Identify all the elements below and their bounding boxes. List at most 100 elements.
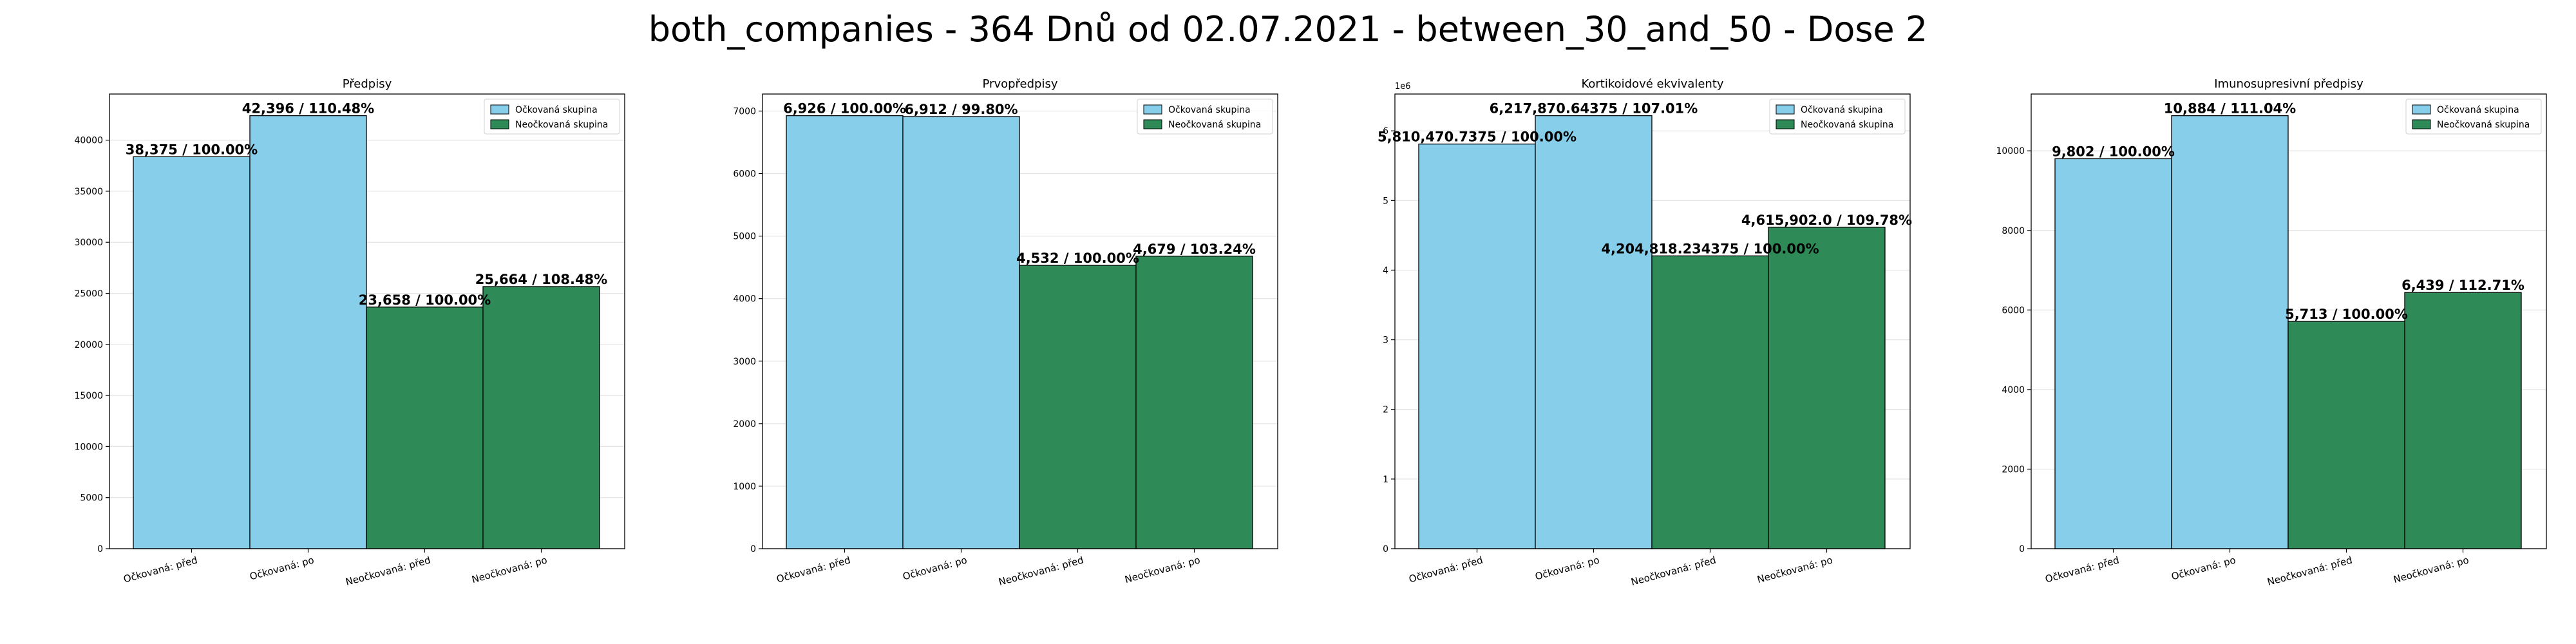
bar-1 <box>2054 158 2172 549</box>
legend-swatch-unvaccinated <box>2412 119 2431 129</box>
y-tick-label: 0 <box>1383 544 1388 554</box>
legend-box <box>2405 99 2542 135</box>
legend-label: Očkovaná skupina <box>1168 105 1251 115</box>
y-tick-label: 3000 <box>733 357 756 367</box>
y-tick-label: 15000 <box>74 391 103 401</box>
y-tick-label: 10000 <box>1996 146 2025 156</box>
axes-frame <box>109 93 625 549</box>
chart-imunosupresivni-predpisy: 0 2000 4000 6000 8000 10000 Očkovaná: před Očko… <box>1996 77 2547 588</box>
data-label: 42,396 / 110.48% <box>242 101 374 117</box>
y-tick-label: 25000 <box>74 289 103 299</box>
data-label: 6,217,870.64375 / 107.01% <box>1490 101 1698 117</box>
legend-box <box>1137 99 1273 135</box>
bar-2 <box>902 116 1020 549</box>
chart-title: Imunosupresivní předpisy <box>2214 77 2363 91</box>
data-label: 6,912 / 99.80% <box>904 102 1018 117</box>
data-label: 10,884 / 111.04% <box>2164 101 2296 117</box>
bar-2 <box>1535 115 1653 549</box>
y-tick-label: 6000 <box>733 169 756 180</box>
legend: Očkovaná skupina Neočkovaná skupina <box>1769 99 1906 135</box>
x-tick-label: Neočkovaná: před <box>998 554 1085 588</box>
y-tick-label: 10000 <box>74 442 103 452</box>
data-label: 5,713 / 100.00% <box>2285 307 2408 322</box>
bar-3 <box>366 307 484 549</box>
x-tick-label: Očkovaná: po <box>902 554 969 582</box>
axes-frame <box>2031 93 2547 549</box>
y-tick-label: 5 <box>1383 196 1388 206</box>
legend-label: Neočkovaná skupina <box>1801 120 1893 130</box>
y-tick-label: 2 <box>1383 405 1388 415</box>
y-tick-label: 35000 <box>74 187 103 197</box>
bar-4 <box>1135 256 1253 549</box>
chart-prvopredpisy: 0 1000 2000 3000 4000 5000 6000 7000 Očkovaná: p… <box>733 77 1278 588</box>
data-label: 6,439 / 112.71% <box>2401 278 2524 293</box>
data-label: 23,658 / 100.00% <box>359 292 491 308</box>
x-tick-label: Očkovaná: před <box>2044 554 2121 585</box>
legend-swatch-unvaccinated <box>490 119 509 129</box>
bar-2 <box>2171 115 2289 549</box>
x-tick-label: Neočkovaná: po <box>470 554 548 585</box>
x-tick-label: Neočkovaná: po <box>2392 554 2470 585</box>
data-label: 4,204,818.234375 / 100.00% <box>1601 241 1819 256</box>
x-tick-label: Očkovaná: před <box>122 554 199 585</box>
x-tick-label: Neočkovaná: před <box>2266 554 2354 588</box>
bar-4 <box>2404 292 2522 549</box>
legend-label: Neočkovaná skupina <box>2437 120 2530 130</box>
bar-1 <box>786 115 904 549</box>
legend-swatch-vaccinated <box>1776 104 1795 115</box>
data-label: 4,679 / 103.24% <box>1133 242 1256 257</box>
x-tick-label: Neočkovaná: před <box>1630 554 1718 588</box>
legend-label: Očkovaná skupina <box>1801 105 1883 115</box>
y-tick-label: 8000 <box>2002 226 2025 236</box>
y-tick-label: 7000 <box>733 106 756 117</box>
legend-label: Neočkovaná skupina <box>515 120 608 130</box>
data-label: 9,802 / 100.00% <box>2052 144 2175 159</box>
axes-frame <box>762 93 1278 549</box>
legend-swatch-vaccinated <box>1143 104 1162 115</box>
bar-1 <box>1418 144 1536 549</box>
bar-4 <box>482 286 600 549</box>
legend-swatch-unvaccinated <box>1776 119 1795 129</box>
bar-3 <box>1019 265 1137 549</box>
legend-swatch-unvaccinated <box>1143 119 1162 129</box>
y-tick-label: 6000 <box>2002 305 2025 316</box>
legend-label: Neočkovaná skupina <box>1168 120 1261 130</box>
y-tick-label: 1000 <box>733 482 756 492</box>
y-tick-label: 0 <box>2019 544 2025 554</box>
y-tick-label: 20000 <box>74 340 103 350</box>
bar-3 <box>1651 255 1769 549</box>
y-tick-label: 3 <box>1383 336 1388 346</box>
chart-kortikoidove-ekvivalenty: 0 1 2 3 4 5 6 1e6 Očkovaná: před Očkovaná: po Neoč… <box>1378 77 1912 588</box>
y-offset-label: 1e6 <box>1395 82 1411 91</box>
x-tick-label: Očkovaná: před <box>775 554 852 585</box>
data-label: 4,532 / 100.00% <box>1016 251 1139 266</box>
x-tick-label: Neočkovaná: před <box>345 554 432 588</box>
legend-box <box>484 99 620 135</box>
y-tick-label: 5000 <box>80 493 103 504</box>
y-tick-label: 5000 <box>733 232 756 242</box>
x-tick-label: Neočkovaná: po <box>1123 554 1201 585</box>
chart-title: Kortikoidové ekvivalenty <box>1581 77 1723 91</box>
legend-swatch-vaccinated <box>2412 104 2431 115</box>
bar-3 <box>2287 321 2405 549</box>
data-label: 6,926 / 100.00% <box>783 101 906 117</box>
figure-title: both_companies - 364 Dnů od 02.07.2021 -… <box>648 9 1928 50</box>
legend: Očkovaná skupina Neočkovaná skupina <box>2405 99 2542 135</box>
chart-predpisy: 0 5000 10000 15000 20000 25000 30000 35000 40000… <box>74 77 625 588</box>
legend-label: Očkovaná skupina <box>2437 105 2519 115</box>
data-label: 4,615,902.0 / 109.78% <box>1741 213 1912 228</box>
axes-frame <box>1394 93 1911 549</box>
y-tick-label: 30000 <box>74 238 103 248</box>
y-tick-label: 4000 <box>2002 385 2025 395</box>
chart-title: Předpisy <box>343 77 392 91</box>
x-tick-label: Očkovaná: po <box>2170 554 2237 582</box>
x-tick-label: Očkovaná: po <box>249 554 316 582</box>
legend: Očkovaná skupina Neočkovaná skupina <box>1137 99 1273 135</box>
y-tick-label: 2000 <box>733 419 756 430</box>
data-label: 38,375 / 100.00% <box>126 142 258 157</box>
x-tick-label: Neočkovaná: po <box>1756 554 1833 585</box>
legend-label: Očkovaná skupina <box>515 105 598 115</box>
y-tick-label: 0 <box>97 544 103 554</box>
bar-1 <box>133 156 251 549</box>
